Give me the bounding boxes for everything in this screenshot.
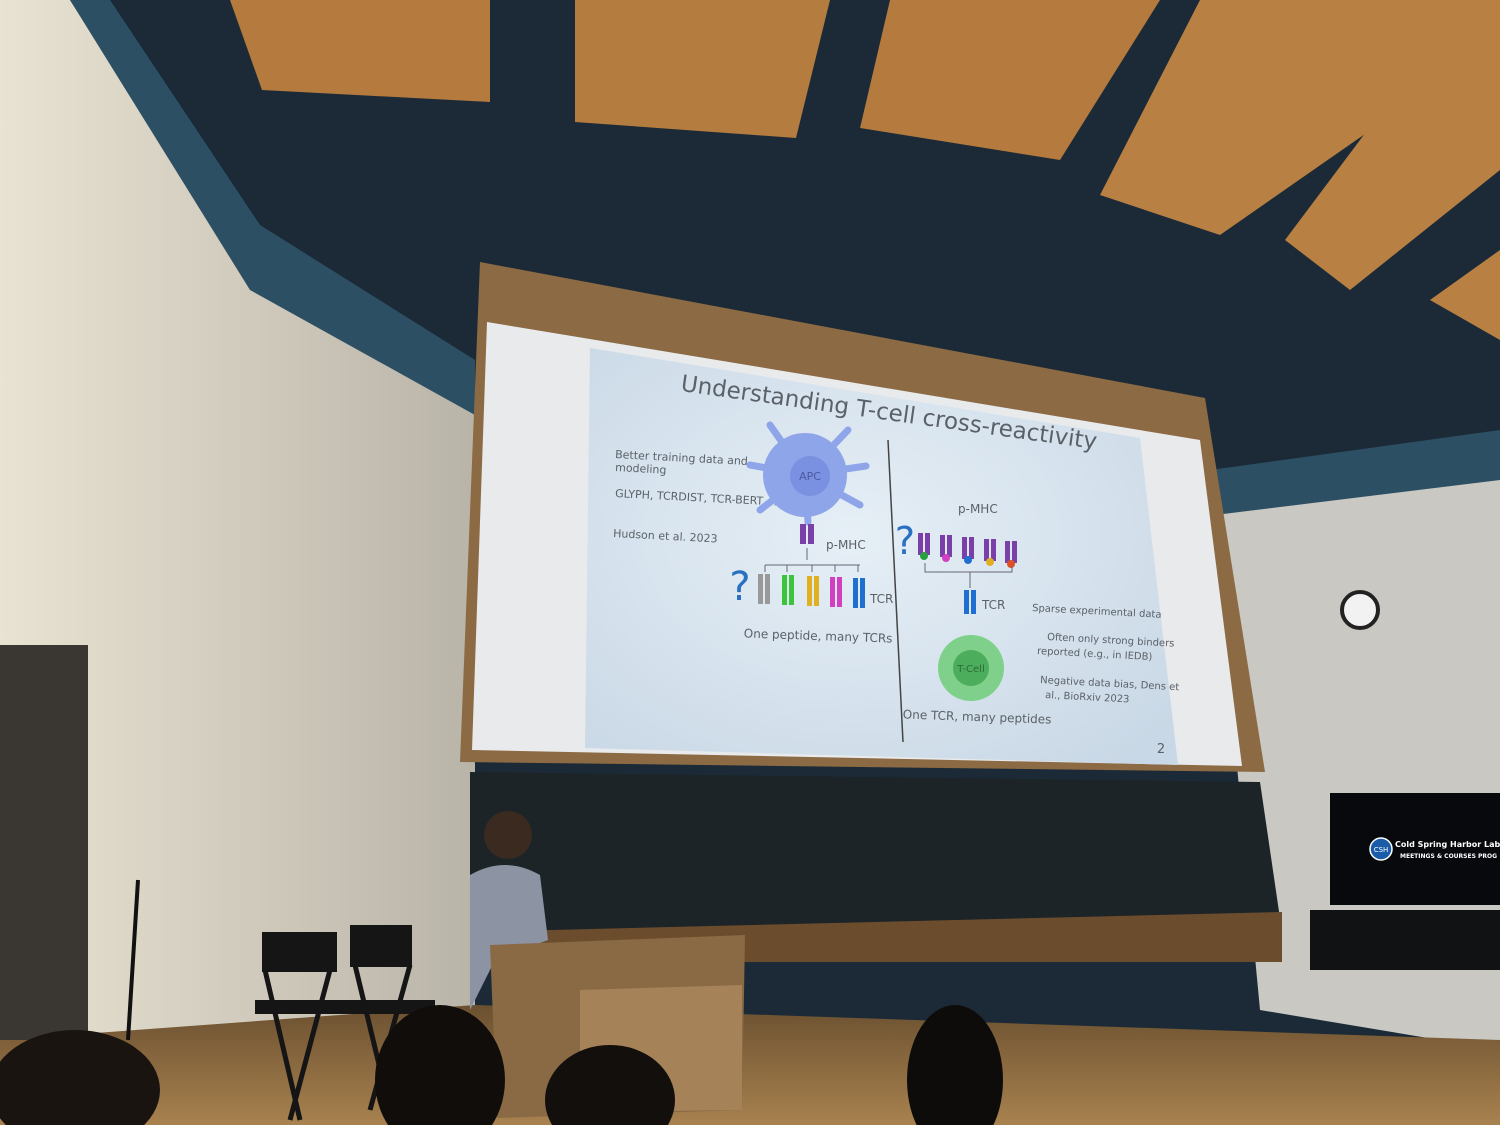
ceiling-panel	[1430, 250, 1500, 340]
tcr-icon	[964, 590, 969, 614]
tv-subtitle: MEETINGS & COURSES PROG	[1400, 853, 1497, 860]
table	[1310, 910, 1500, 970]
frieze	[70, 0, 475, 415]
chalkboard	[470, 772, 1282, 932]
bullet-line: al., BioRxiv 2023	[1045, 690, 1130, 705]
frieze-right	[1210, 430, 1500, 515]
cabinet	[0, 645, 88, 1040]
left-bullets: Better training data and modeling GLYPH,…	[613, 448, 778, 545]
ceiling-panel	[1100, 0, 1500, 235]
apc-cell	[746, 421, 870, 526]
tcr-icon	[971, 590, 976, 614]
bullet-line: Hudson et al. 2023	[613, 527, 718, 545]
ceiling-panel	[230, 0, 490, 102]
clock	[1340, 590, 1380, 630]
tcr-label: TCR	[869, 592, 893, 606]
connector	[924, 563, 1013, 588]
slide	[585, 348, 1178, 765]
pmhc-label: p-MHC	[958, 502, 998, 516]
pmhc-label: p-MHC	[826, 538, 866, 552]
bullet-line: modeling	[615, 461, 667, 477]
left-caption: One peptide, many TCRs	[744, 626, 893, 645]
tcr-set	[758, 574, 865, 608]
audience-head	[907, 1005, 1003, 1125]
speaker-head	[484, 811, 532, 859]
ceiling-panel	[860, 0, 1160, 160]
tv-name: Cold Spring Harbor Laboratory	[1395, 840, 1500, 849]
divider	[887, 439, 904, 743]
audience-head	[0, 1030, 160, 1125]
tv	[1330, 793, 1500, 905]
ceiling-panel	[575, 0, 830, 138]
chairs	[255, 925, 435, 1121]
audience-head	[545, 1045, 675, 1125]
lamp	[126, 879, 140, 1041]
question-mark: ?	[895, 519, 915, 563]
left-wall	[0, 0, 475, 1040]
right-caption: One TCR, many peptides	[903, 707, 1052, 726]
t-cell-label: T-Cell	[956, 664, 985, 675]
apc-label: APC	[799, 470, 821, 483]
tv-badge: CSH	[1374, 846, 1389, 854]
speaker-body	[470, 865, 548, 1010]
t-cell-nucleus	[953, 650, 989, 686]
question-mark: ?	[729, 564, 750, 610]
tv-logo	[1369, 837, 1393, 861]
connector	[764, 548, 860, 572]
tcr-label: TCR	[981, 598, 1005, 612]
pmhc-icon	[808, 524, 814, 544]
pmhc-set	[918, 533, 1017, 568]
page-number: 2	[1157, 742, 1165, 757]
ceiling-panel	[1285, 30, 1500, 290]
audience-head	[375, 1005, 505, 1125]
pmhc-icon	[800, 524, 806, 544]
